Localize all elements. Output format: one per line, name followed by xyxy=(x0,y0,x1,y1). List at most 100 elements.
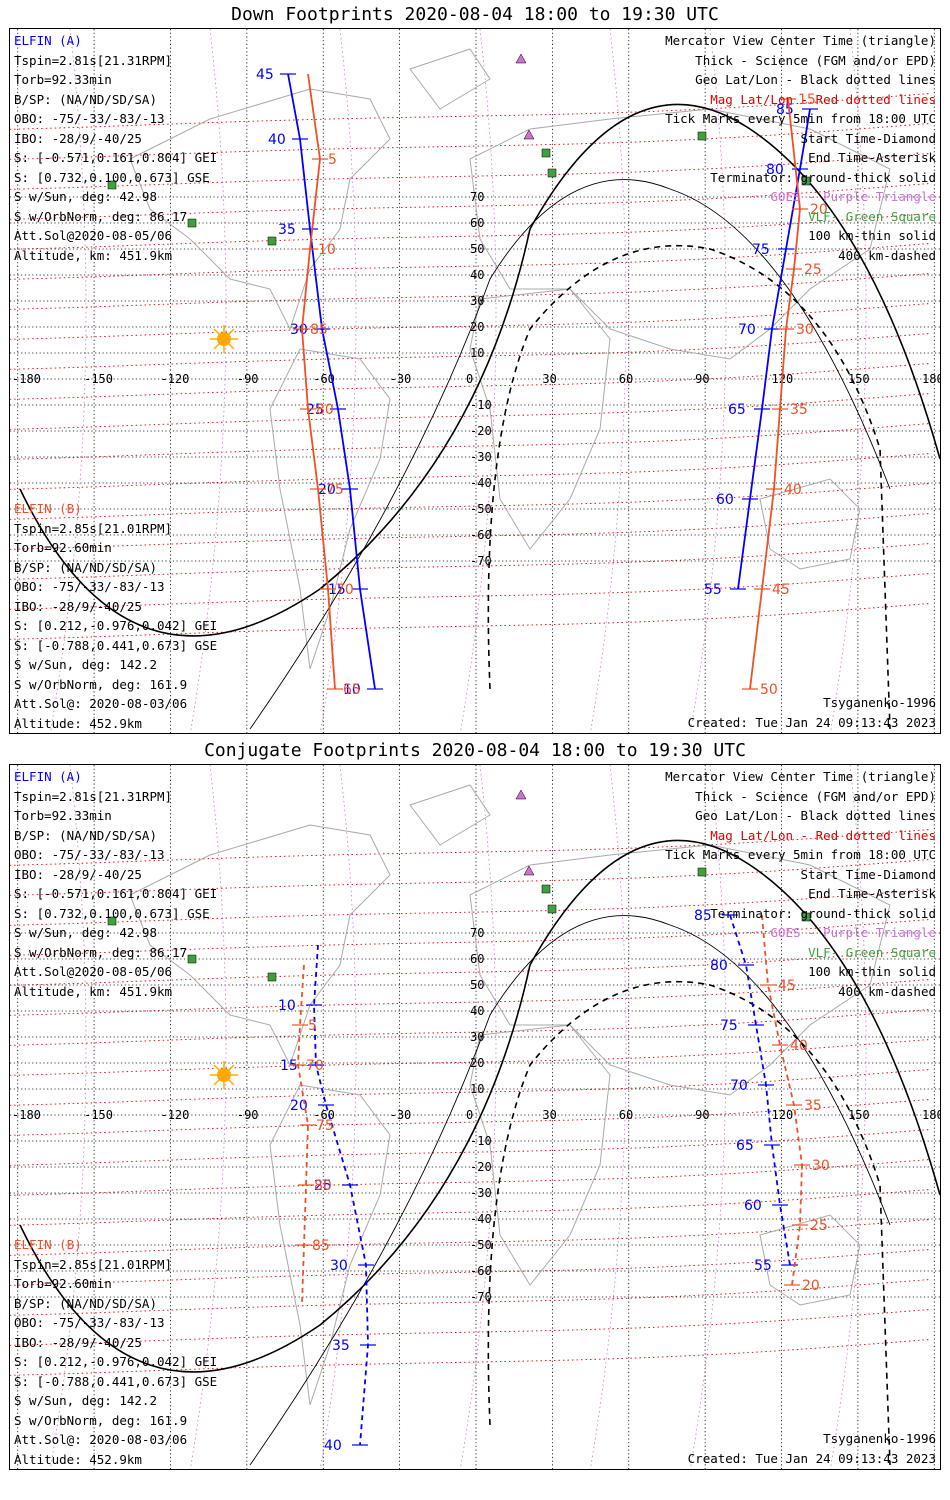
sat-a-info: ELFIN (A) Tspin=2.81s[21.31RPM] Torb=92.33… xyxy=(14,767,217,1001)
track-tick-label: 30 xyxy=(796,322,814,338)
terminator xyxy=(19,839,940,1466)
legend-entry: Terminator: ground-thick solid xyxy=(710,169,936,185)
legend-entry: VLF- Green Square xyxy=(808,208,936,224)
track-tick-label: 40 xyxy=(790,1038,808,1054)
lat-label: 60 xyxy=(470,952,484,966)
track-tick-label: 15 xyxy=(328,582,346,598)
lon-label: -180 xyxy=(12,372,41,386)
track-tick-label: 25 xyxy=(804,262,822,278)
lon-label: 60 xyxy=(619,372,633,386)
vlf-square-icon xyxy=(801,912,811,922)
track-tick-label: 80 xyxy=(314,1178,332,1194)
track-tick-label: 35 xyxy=(790,402,808,418)
track-tick-label: 30 xyxy=(330,1258,348,1274)
legend-entry: Geo Lat/Lon - Black dotted lines xyxy=(695,808,936,823)
info-line: Tspin=2.81s[21.31RPM] xyxy=(14,788,173,804)
vlf-square-icon xyxy=(697,867,707,877)
legend-entry: Mercator View Center Time (triangle) xyxy=(665,33,936,48)
legend-entry: End Time-Asterisk xyxy=(808,886,936,901)
lat-label: 10 xyxy=(470,346,484,360)
info-line: OBO: -75/-33/-83/-13 xyxy=(14,579,165,594)
legend-entry: Mag Lat/Lon - Red dotted lines xyxy=(710,91,936,107)
track-tick-label: 35 xyxy=(804,1098,822,1114)
info-line: S: [0.732,0.100,0.673] GSE xyxy=(14,905,210,921)
info-line: IBO: -28/9/-40/25 xyxy=(14,130,142,146)
track-tick-label: 55 xyxy=(754,1258,772,1274)
track-tick-label: 45 xyxy=(256,67,274,83)
lon-label: -180 xyxy=(12,1108,41,1122)
track-tick-label: 25 xyxy=(314,1178,332,1194)
lon-label: 0 xyxy=(466,372,473,386)
info-line: Torb=92.33min xyxy=(14,72,112,87)
legend-entry: GOES - Purple Triangle xyxy=(770,189,936,204)
info-line: Att.Sol@2020-08-05/06 xyxy=(14,228,173,243)
vlf-square-icon xyxy=(267,236,277,246)
track-tick-label: 45 xyxy=(772,582,790,598)
info-line: B/SP: (NA/ND/SD/SA) xyxy=(14,827,157,843)
conjugate-footprints-title: Conjugate Footprints 2020-08-04 18:00 to… xyxy=(204,740,746,761)
track-tick-label: 75 xyxy=(326,482,344,498)
lon-label: 90 xyxy=(695,372,709,386)
info-line: IBO: -28/9/-40/25 xyxy=(14,1334,142,1350)
created-timestamp: Created: Tue Jan 24 09:13:43 2023 xyxy=(687,1450,936,1466)
map-canvas: -180 -150 -120 -90 -60 -30 0 30 60 90 120 150 180706… xyxy=(10,29,940,733)
lat-label: -40 xyxy=(470,476,492,490)
info-line: S w/Sun, deg: 142.2 xyxy=(14,1393,157,1408)
info-line: Altitude, km: 451.9km xyxy=(14,983,173,999)
info-line: S: [-0.571,0.161,0.804] GEI xyxy=(14,886,218,901)
track-tick-label: 25 xyxy=(306,402,324,418)
track-tick-label: 45 xyxy=(778,978,796,994)
vlf-square-icon xyxy=(547,168,557,178)
lon-label: -90 xyxy=(237,1108,259,1122)
sun-icon xyxy=(210,1061,238,1089)
lon-label: 150 xyxy=(848,372,870,386)
sat-name: ELFIN (B) xyxy=(14,501,82,516)
lat-label: 10 xyxy=(470,1082,484,1096)
track-tick-label: 40 xyxy=(784,482,802,498)
legend-entry: 400 km-dashed xyxy=(838,983,936,999)
info-line: S w/Sun, deg: 42.98 xyxy=(14,925,157,940)
vlf-square-icon xyxy=(697,131,707,141)
legend-entry: 100 km-thin solid xyxy=(808,964,936,979)
model-label: Tsyganenko-1996 xyxy=(823,1431,936,1446)
track-tick-label: 35 xyxy=(332,1338,350,1354)
info-line: Torb=92.33min xyxy=(14,808,112,823)
info-line: OBO: -75/-33/-83/-13 xyxy=(14,1315,165,1330)
track-tick-label: 75 xyxy=(752,242,770,258)
track-tick-label: 40 xyxy=(268,132,286,148)
legend-entry: Mag Lat/Lon - Red dotted lines xyxy=(710,827,936,843)
track-tick-label: 75 xyxy=(720,1018,738,1034)
lat-label: 20 xyxy=(470,320,484,334)
lat-label: 30 xyxy=(470,294,484,308)
legend-entry: Tick Marks every 5min from 18:00 UTC xyxy=(665,847,936,862)
track-tick-label: 5 xyxy=(308,1018,317,1034)
info-line: Tspin=2.81s[21.31RPM] xyxy=(14,52,173,68)
legend-entry: VLF- Green Square xyxy=(808,944,936,960)
lon-label: -60 xyxy=(313,372,335,386)
info-line: Torb=92.60min xyxy=(14,540,112,555)
track-tick-label: 60 xyxy=(716,492,734,508)
lon-label: -120 xyxy=(160,1108,189,1122)
lat-label: -30 xyxy=(470,450,492,464)
sat-b-info: ELFIN (B) Tspin=2.85s[21.01RPM] Torb=92.60… xyxy=(14,499,217,733)
sat-b-info: ELFIN (B) Tspin=2.85s[21.01RPM] Torb=92.60… xyxy=(14,1235,217,1469)
info-line: S: [0.732,0.100,0.673] GSE xyxy=(14,169,210,185)
sat-name: ELFIN (A) xyxy=(14,33,82,48)
lon-label: -150 xyxy=(84,1108,113,1122)
created-timestamp: Created: Tue Jan 24 09:13:43 2023 xyxy=(687,714,936,730)
track-tick-label: 20 xyxy=(810,202,828,218)
track-tick-label: 25 xyxy=(810,1218,828,1234)
lon-label: 60 xyxy=(619,1108,633,1122)
info-line: S: [0.212,-0.976,0.042] GEI xyxy=(14,618,218,633)
info-line: Torb=92.60min xyxy=(14,1276,112,1291)
track-tick-label: 30 xyxy=(290,322,308,338)
track-tick-label: 20 xyxy=(318,482,336,498)
sat-a-track: 45 40 35 30 25 20 15 10 xyxy=(256,67,383,698)
sun-icon xyxy=(210,325,238,353)
track-tick-label: 5 xyxy=(328,152,337,168)
sat-name: ELFIN (B) xyxy=(14,1237,82,1252)
lat-label: 70 xyxy=(470,926,484,940)
info-line: S w/OrbNorm, deg: 86.17 xyxy=(14,944,188,960)
